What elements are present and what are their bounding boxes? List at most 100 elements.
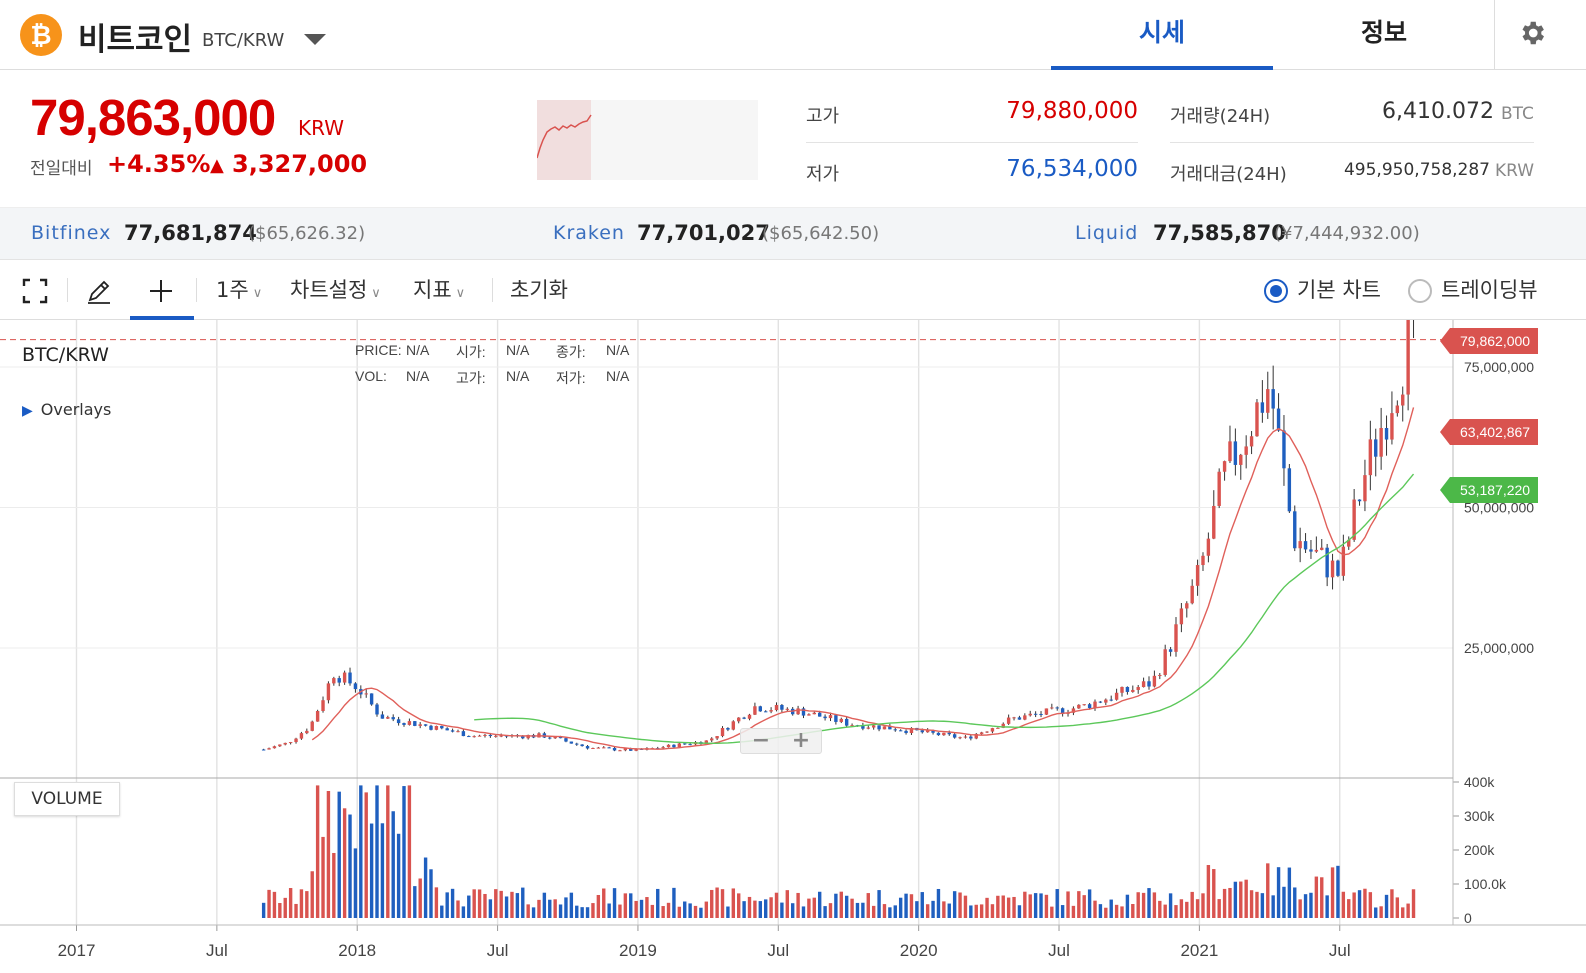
period-select[interactable]: 1주 ∨ <box>216 274 262 304</box>
volume-bar <box>850 898 854 918</box>
volume-bar <box>952 891 957 918</box>
volume-bar <box>893 905 897 918</box>
volume-bar <box>299 889 304 918</box>
volume-bar <box>1255 891 1259 918</box>
candle-body <box>467 736 471 738</box>
zoom-out-button[interactable]: − <box>751 728 771 753</box>
basic-chart-radio[interactable] <box>1264 279 1288 303</box>
exchange-price-bar: Bitfinex 77,681,874 ($65,626.32) Kraken … <box>0 207 1586 260</box>
settings-button[interactable] <box>1494 0 1586 70</box>
volume-bar <box>1131 904 1135 918</box>
candle-body <box>1201 555 1205 566</box>
chart-settings-menu[interactable]: 차트설정 ∨ <box>290 274 381 304</box>
price-chart[interactable]: 2017 Jul 2018 Jul 2019 Jul 2020 Jul 2021 Jul 75,00… <box>0 320 1586 973</box>
candle-body <box>326 683 331 701</box>
volume-bar <box>1212 869 1216 918</box>
price-tick-label: 50,000,000 <box>1464 500 1534 516</box>
tab-info[interactable]: 정보 <box>1360 18 1407 47</box>
candle-body <box>774 704 779 711</box>
candle-body <box>348 672 352 684</box>
volume-bar <box>1271 895 1275 918</box>
candle-body <box>526 734 530 739</box>
candle-body <box>920 730 924 733</box>
candle-body <box>925 730 930 733</box>
reset-button[interactable]: 초기화 <box>510 278 568 302</box>
candle-body <box>553 736 557 739</box>
volume-bar <box>1012 896 1016 918</box>
volume-bar <box>1185 901 1189 918</box>
pencil-icon[interactable] <box>86 278 112 304</box>
toolbar-divider <box>67 278 68 302</box>
exchange-name[interactable]: Bitfinex <box>31 222 112 244</box>
volume-bar <box>310 871 314 918</box>
candle-body <box>310 721 314 731</box>
coin-dropdown-caret-icon[interactable] <box>304 34 326 45</box>
candle-body <box>726 727 730 730</box>
volume-bar <box>558 904 563 918</box>
candle-body <box>909 727 914 734</box>
candle-body <box>1239 454 1243 465</box>
candle-body <box>812 712 816 715</box>
volume-bar <box>1147 888 1151 918</box>
volume-bar <box>1077 891 1081 918</box>
candle-body <box>272 746 277 749</box>
candle-body <box>1147 681 1151 687</box>
tradingview-radio[interactable] <box>1408 279 1432 303</box>
volume-bar <box>1136 892 1140 918</box>
fullscreen-icon[interactable] <box>22 278 48 304</box>
volume-bar <box>423 857 428 918</box>
basic-chart-label[interactable]: 기본 차트 <box>1297 278 1381 302</box>
volume-bar <box>1098 904 1103 918</box>
volume-bar <box>1336 865 1340 918</box>
exchange-name[interactable]: Liquid <box>1075 222 1139 244</box>
volume-bar <box>1168 893 1173 918</box>
volume-bar <box>294 903 298 918</box>
legend-vol-value: N/A <box>406 368 430 384</box>
candle-body <box>985 731 989 733</box>
volume-bar <box>1293 887 1297 918</box>
tab-price[interactable]: 시세 <box>1051 0 1273 70</box>
candle-body <box>1401 394 1405 406</box>
volume-bar <box>1044 894 1049 918</box>
candle-body <box>429 725 433 730</box>
indicators-menu[interactable]: 지표 ∨ <box>413 274 465 304</box>
volume-bar <box>737 893 741 918</box>
candle-body <box>548 737 552 739</box>
legend-high-label: 고가: <box>456 370 486 386</box>
candle-body <box>1093 701 1097 709</box>
active-tool-indicator <box>130 316 194 320</box>
ma-short-line <box>311 407 1415 750</box>
volume-bar <box>1325 895 1329 918</box>
candle-body <box>1314 549 1319 552</box>
candle-body <box>753 706 757 715</box>
volume-bar <box>1114 904 1119 918</box>
candle-body <box>688 744 692 746</box>
volume-bar <box>1163 904 1167 918</box>
volume-bar <box>704 901 709 918</box>
volume-bar <box>612 888 617 918</box>
volume-bar <box>666 902 671 918</box>
tradingview-label[interactable]: 트레이딩뷰 <box>1441 278 1538 302</box>
candle-body <box>1006 717 1011 724</box>
volume-bar <box>855 902 860 918</box>
volume-bar <box>1411 889 1416 918</box>
candle-body <box>807 714 811 716</box>
volume-bar <box>790 903 795 918</box>
candle-body <box>796 708 800 715</box>
volume-bar <box>1379 906 1383 918</box>
sparkline-chart <box>536 100 758 180</box>
volume-bar <box>499 890 503 918</box>
overlays-toggle[interactable]: ▶ Overlays <box>22 400 111 419</box>
volume-bar <box>332 852 336 918</box>
candle-body <box>332 678 336 684</box>
zoom-in-button[interactable]: + <box>791 728 811 753</box>
volume-bar <box>807 898 811 918</box>
crosshair-icon[interactable] <box>148 278 174 304</box>
x-tick-label: Jul <box>1329 941 1351 960</box>
turnover-unit: KRW <box>1495 161 1535 181</box>
volume-bar <box>396 833 401 918</box>
candle-body <box>1087 704 1092 709</box>
exchange-price: 77,701,027 <box>637 221 770 245</box>
exchange-name[interactable]: Kraken <box>553 222 625 244</box>
candle-body <box>1384 427 1389 440</box>
